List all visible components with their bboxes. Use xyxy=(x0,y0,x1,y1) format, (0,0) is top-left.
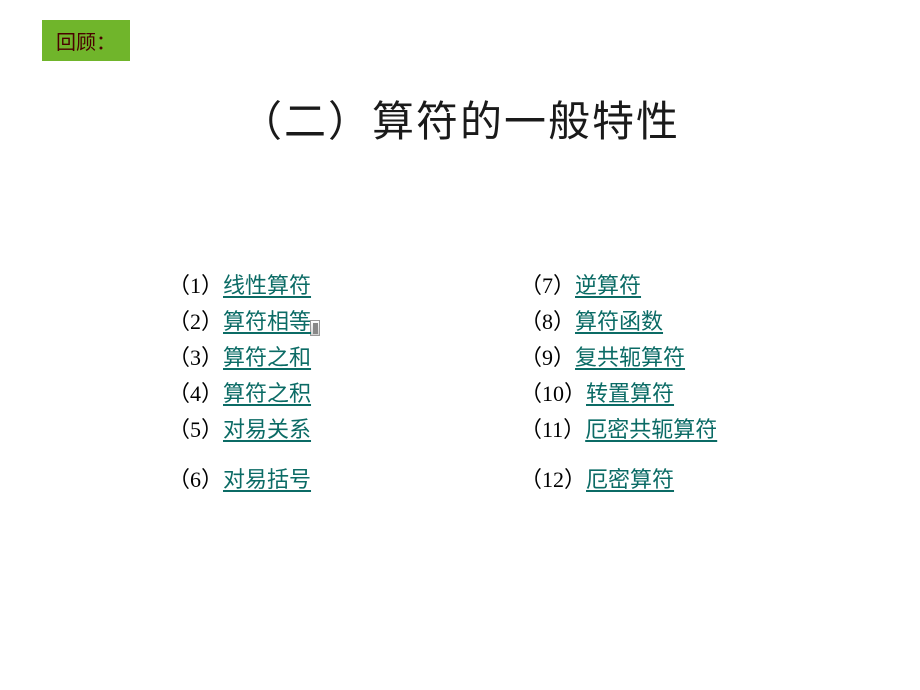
item-number: （12） xyxy=(520,467,586,492)
review-badge: 回顾： xyxy=(42,20,130,61)
item-link[interactable]: 对易关系 xyxy=(223,417,311,442)
item-number: （3） xyxy=(168,345,223,370)
page-title: （二）算符的一般特性 xyxy=(0,88,920,149)
item-link[interactable]: 复共轭算符 xyxy=(575,345,685,370)
item-number: （9） xyxy=(520,345,575,370)
item-gap xyxy=(520,448,717,462)
list-item: （6）对易括号 xyxy=(168,462,488,498)
list-item: （1）线性算符 xyxy=(168,268,488,304)
item-gap xyxy=(168,448,488,462)
item-link[interactable]: 线性算符 xyxy=(223,273,311,298)
list-item: （11）厄密共轭算符 xyxy=(520,412,717,448)
item-number: （2） xyxy=(168,309,223,334)
item-number: （1） xyxy=(168,273,223,298)
item-link[interactable]: 转置算符 xyxy=(586,381,674,406)
list-item: （8）算符函数 xyxy=(520,304,717,340)
item-link[interactable]: 算符之和 xyxy=(223,345,311,370)
item-number: （7） xyxy=(520,273,575,298)
item-number: （11） xyxy=(520,417,585,442)
item-number: （5） xyxy=(168,417,223,442)
content-columns: （1）线性算符（2）算符相等（3）算符之和（4）算符之积（5）对易关系（6）对易… xyxy=(0,268,920,498)
item-number: （6） xyxy=(168,467,223,492)
item-link[interactable]: 厄密算符 xyxy=(586,467,674,492)
item-link[interactable]: 算符函数 xyxy=(575,309,663,334)
item-link[interactable]: 算符之积 xyxy=(223,381,311,406)
item-link[interactable]: 逆算符 xyxy=(575,273,641,298)
list-item: （3）算符之和 xyxy=(168,340,488,376)
list-item: （10）转置算符 xyxy=(520,376,717,412)
item-link[interactable]: 厄密共轭算符 xyxy=(585,417,717,442)
item-number: （8） xyxy=(520,309,575,334)
item-number: （4） xyxy=(168,381,223,406)
list-item: （5）对易关系 xyxy=(168,412,488,448)
list-item: （9）复共轭算符 xyxy=(520,340,717,376)
list-item: （7）逆算符 xyxy=(520,268,717,304)
list-item: （2）算符相等 xyxy=(168,304,488,340)
list-item: （4）算符之积 xyxy=(168,376,488,412)
right-column: （7）逆算符（8）算符函数（9）复共轭算符（10）转置算符（11）厄密共轭算符（… xyxy=(520,268,717,498)
left-column: （1）线性算符（2）算符相等（3）算符之和（4）算符之积（5）对易关系（6）对易… xyxy=(168,268,488,498)
item-link[interactable]: 对易括号 xyxy=(223,467,311,492)
item-link[interactable]: 算符相等 xyxy=(223,309,311,334)
item-number: （10） xyxy=(520,381,586,406)
list-item: （12）厄密算符 xyxy=(520,462,717,498)
